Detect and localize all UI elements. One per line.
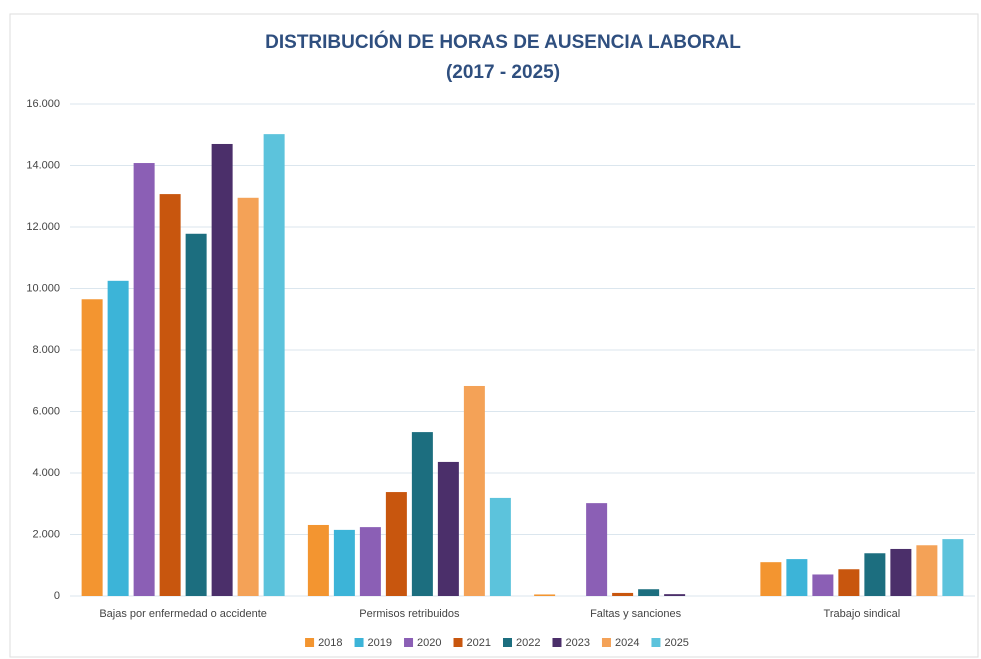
bar — [307, 524, 329, 596]
y-tick-label: 8.000 — [32, 344, 60, 356]
x-tick-label: Permisos retribuidos — [359, 608, 460, 620]
bar — [890, 548, 912, 596]
y-tick-label: 14.000 — [26, 159, 60, 171]
x-tick-label: Faltas y sanciones — [590, 608, 682, 620]
bar — [534, 594, 556, 596]
y-tick-label: 6.000 — [32, 405, 60, 417]
bar — [411, 432, 433, 596]
x-tick-label: Trabajo sindical — [824, 608, 901, 620]
bar — [385, 492, 407, 596]
bar — [664, 594, 686, 596]
bar — [237, 197, 259, 596]
bar — [159, 194, 181, 596]
legend-swatch — [503, 638, 512, 647]
bar — [586, 503, 608, 596]
bar — [359, 527, 381, 596]
legend-swatch — [354, 638, 364, 647]
chart-title: DISTRIBUCIÓN DE HORAS DE AUSENCIA LABORA… — [265, 31, 741, 53]
bar — [786, 559, 808, 596]
bar — [107, 280, 129, 596]
bar — [211, 143, 233, 596]
bar — [612, 592, 634, 596]
bar — [463, 385, 485, 596]
legend-label: 2021 — [467, 637, 491, 649]
legend-swatch — [404, 638, 414, 647]
chart-subtitle: (2017 - 2025) — [446, 62, 560, 83]
y-tick-label: 12.000 — [26, 221, 60, 233]
y-tick-label: 10.000 — [26, 282, 60, 294]
y-tick-label: 2.000 — [32, 528, 60, 540]
y-tick-label: 4.000 — [32, 467, 60, 479]
legend-swatch — [305, 638, 315, 647]
bar — [333, 529, 355, 596]
legend-label: 2025 — [664, 637, 688, 649]
legend-swatch — [601, 638, 611, 647]
bar — [437, 461, 459, 596]
legend-label: 2023 — [565, 637, 589, 649]
bar — [185, 233, 207, 596]
legend-label: 2024 — [615, 637, 639, 649]
bar — [916, 545, 938, 596]
bar — [864, 553, 886, 596]
y-tick-label: 16.000 — [26, 98, 60, 110]
bar — [838, 569, 860, 596]
bar — [760, 562, 782, 596]
y-tick-label: 0 — [54, 590, 60, 602]
bar — [263, 134, 285, 596]
bar — [638, 589, 660, 596]
x-tick-label: Bajas por enfermedad o accidente — [99, 608, 267, 620]
legend-label: 2022 — [516, 637, 540, 649]
legend-swatch — [552, 638, 562, 647]
bar — [942, 539, 964, 596]
legend-label: 2019 — [368, 637, 392, 649]
legend-swatch — [651, 638, 661, 647]
legend-swatch — [453, 638, 463, 647]
bar — [133, 163, 155, 597]
legend-label: 2018 — [318, 637, 342, 649]
bar — [812, 574, 834, 596]
legend-label: 2020 — [417, 637, 441, 649]
bar — [81, 299, 103, 596]
bar — [489, 497, 511, 596]
